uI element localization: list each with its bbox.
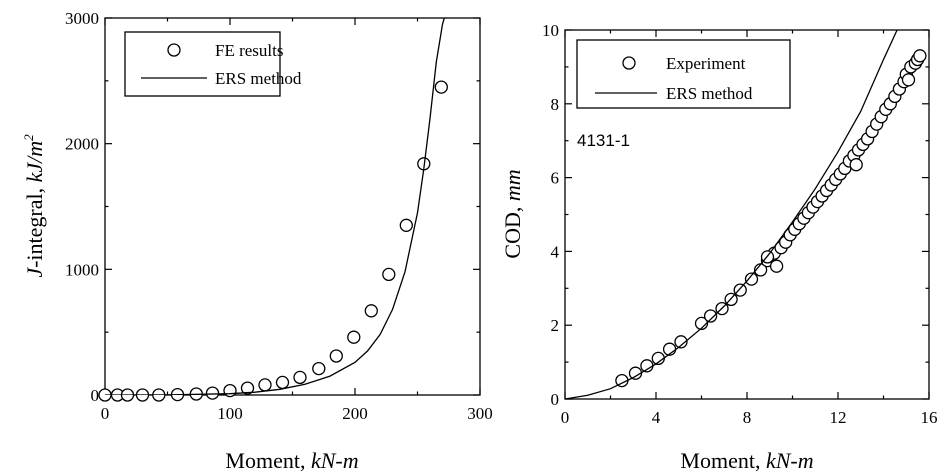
right-legend-label-ers: ERS method: [666, 84, 753, 103]
right-data-point: [703, 309, 718, 323]
left-data-point: [258, 378, 272, 392]
left-legend: FE results ERS method: [124, 31, 302, 97]
specimen-annotation: 4131-1: [577, 131, 630, 150]
left-legend-box: [124, 31, 281, 97]
left-data-point: [399, 218, 413, 232]
left-data-point: [434, 80, 448, 94]
right-data-point: [733, 283, 747, 297]
right-data-point: [744, 272, 759, 286]
left-data-point: [240, 381, 255, 395]
left-y-label-exp: 2: [21, 134, 36, 141]
right-legend-box: [576, 39, 791, 109]
left-data-point: [275, 375, 290, 390]
left-y-label-mid: -integral,: [22, 182, 47, 268]
right-ytick-label: 0: [551, 390, 560, 409]
left-data-point: [205, 386, 220, 400]
right-legend-marker-experiment: [622, 56, 636, 70]
right-y-label-text: COD,: [500, 201, 525, 258]
cod-chart: 0 4 8 12 16 0 2 4 6 8 10 Experiment ERS method 413…: [500, 21, 938, 472]
right-series-line-1: [565, 30, 898, 399]
right-ytick-label: 8: [551, 95, 560, 114]
right-ticks: 0 4 8 12 16 0 2 4 6 8 10: [542, 21, 938, 427]
left-y-label-unit: kJ/m: [22, 141, 47, 183]
right-ytick-label: 10: [542, 21, 559, 40]
right-data-point: [913, 49, 927, 63]
right-y-axis-label: COD, mm: [500, 169, 525, 258]
left-y-label-j: J: [22, 267, 47, 278]
left-xtick-label: 200: [342, 404, 368, 423]
right-series: [565, 30, 927, 399]
right-x-label-text: Moment,: [680, 448, 766, 472]
left-ytick-label: 3000: [65, 9, 99, 28]
left-series: [98, 18, 448, 402]
right-ytick-label: 4: [551, 242, 560, 261]
left-legend-marker-fe: [167, 43, 181, 57]
right-xtick-label: 12: [830, 408, 847, 427]
right-legend: Experiment ERS method: [576, 39, 791, 109]
right-data-point: [694, 316, 709, 331]
left-xtick-label: 0: [101, 404, 110, 423]
right-data-point: [769, 259, 784, 273]
left-legend-label-ers: ERS method: [215, 69, 302, 88]
left-series-line-1: [105, 18, 445, 395]
right-data-point: [901, 73, 916, 87]
right-x-axis-label: Moment, kN-m: [680, 448, 813, 472]
right-data-point: [849, 158, 863, 172]
left-xtick-label: 100: [217, 404, 243, 423]
left-data-point: [382, 267, 396, 282]
right-xtick-label: 4: [652, 408, 661, 427]
left-data-point: [329, 349, 343, 363]
left-x-axis-label: Moment, kN-m: [225, 448, 358, 472]
left-x-label-unit: kN-m: [311, 448, 359, 472]
right-legend-label-experiment: Experiment: [666, 54, 746, 73]
left-y-axis-label: J-integral, kJ/m2: [21, 134, 47, 278]
right-ytick-label: 2: [551, 316, 560, 335]
right-xtick-label: 8: [743, 408, 752, 427]
left-data-point: [223, 383, 237, 398]
left-xtick-label: 300: [467, 404, 493, 423]
right-ytick-label: 6: [551, 169, 560, 188]
left-data-point: [312, 361, 326, 376]
right-x-label-unit: kN-m: [766, 448, 814, 472]
right-xtick-label: 16: [921, 408, 938, 427]
right-y-label-unit: mm: [500, 169, 525, 201]
left-data-point: [293, 370, 307, 385]
left-ytick-label: 1000: [65, 260, 99, 279]
left-x-label-text: Moment,: [225, 448, 311, 472]
left-ytick-label: 0: [91, 386, 100, 405]
left-ytick-label: 2000: [65, 135, 99, 154]
left-legend-label-fe: FE results: [215, 41, 283, 60]
right-data-point: [674, 335, 688, 349]
left-data-point: [364, 304, 378, 318]
right-xtick-label: 0: [561, 408, 570, 427]
left-data-point: [347, 330, 361, 344]
